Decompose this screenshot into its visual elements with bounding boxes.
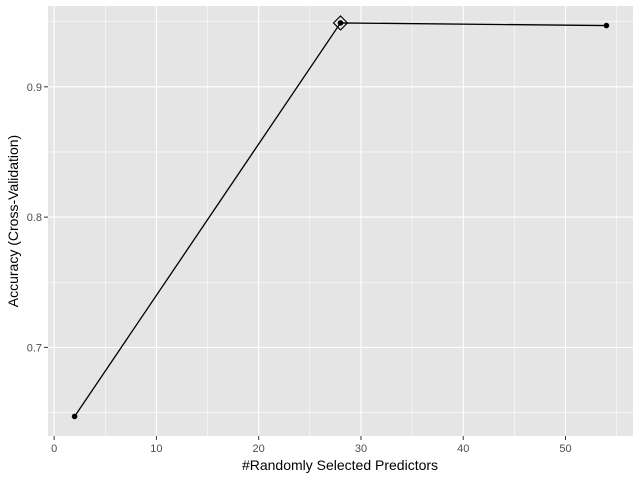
x-tick-label: 30 — [355, 443, 367, 455]
minor-gridlines — [48, 6, 633, 436]
data-point — [71, 413, 78, 420]
y-axis: 0.7 0.8 0.9 — [27, 82, 48, 354]
x-tick-label: 40 — [457, 443, 469, 455]
y-tick-label: 0.8 — [27, 212, 42, 224]
major-gridlines — [48, 6, 633, 436]
y-tick-label: 0.7 — [27, 342, 42, 354]
data-series — [71, 15, 610, 420]
plot-panel — [48, 6, 633, 436]
x-tick-label: 10 — [150, 443, 162, 455]
data-point — [603, 22, 610, 29]
x-axis: 0 10 20 30 40 50 — [51, 436, 572, 455]
data-point — [337, 20, 344, 26]
x-tick-label: 20 — [253, 443, 265, 455]
best-point-diamond-marker — [332, 15, 349, 31]
y-tick-label: 0.9 — [27, 82, 42, 94]
x-tick-label: 0 — [51, 443, 57, 455]
x-tick-label: 50 — [559, 443, 571, 455]
x-axis-title: #Randomly Selected Predictors — [242, 457, 438, 473]
y-axis-title: Accuracy (Cross-Validation) — [5, 135, 21, 307]
